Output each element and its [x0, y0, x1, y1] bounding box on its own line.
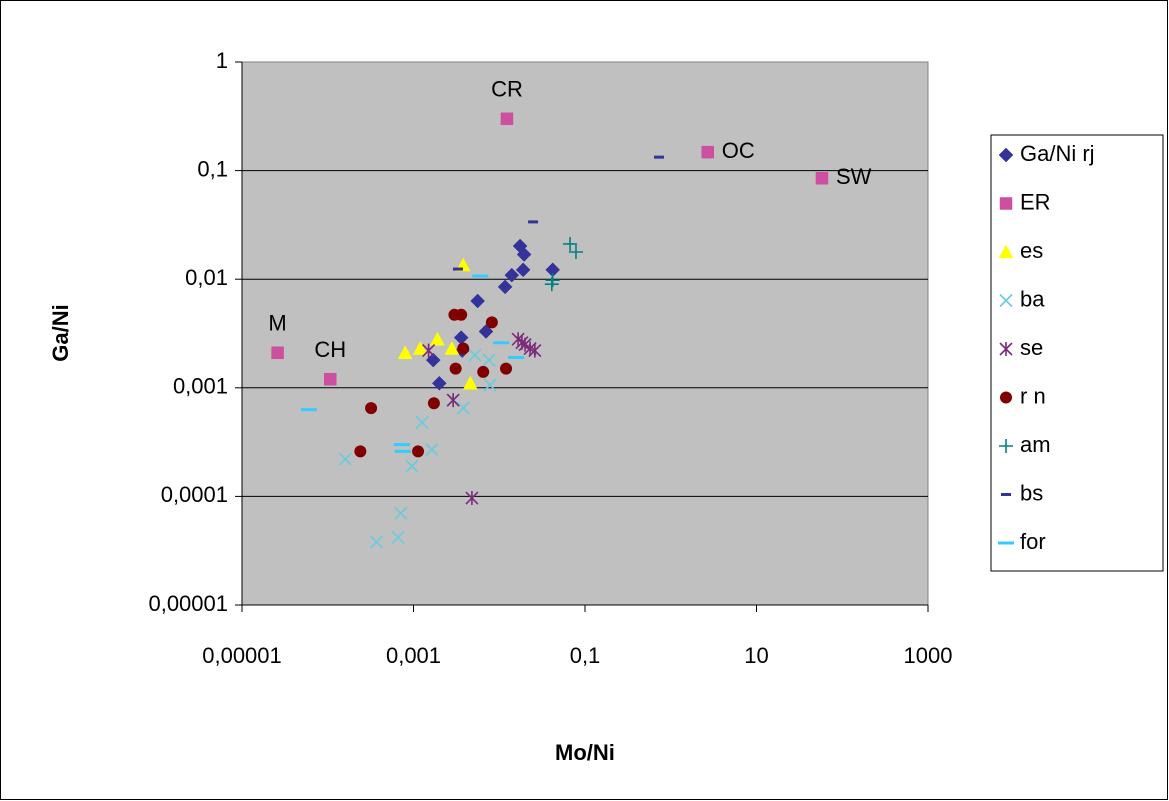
point	[449, 362, 462, 375]
y-tick-label: 0,1	[197, 156, 228, 181]
point	[470, 293, 486, 309]
point	[465, 491, 479, 506]
point	[500, 362, 513, 375]
point-label: CH	[314, 337, 346, 362]
point	[324, 372, 337, 386]
point	[701, 145, 714, 159]
point	[457, 342, 470, 355]
legend-box	[990, 134, 1164, 572]
point	[456, 401, 470, 415]
point	[415, 415, 429, 429]
point	[815, 172, 829, 185]
point	[468, 348, 482, 362]
legend-label: ba	[1020, 286, 1045, 311]
legend-marker	[998, 147, 1014, 163]
legend-label: se	[1020, 335, 1043, 360]
legend-marker	[999, 439, 1013, 453]
legend-marker	[1000, 391, 1012, 404]
point	[431, 375, 447, 391]
legend-label: ER	[1020, 189, 1051, 214]
point	[516, 247, 532, 262]
point	[515, 335, 529, 350]
point	[425, 442, 439, 457]
legend-label: r n	[1020, 383, 1046, 408]
point-label: CR	[491, 77, 523, 102]
point	[394, 506, 408, 520]
point	[448, 308, 461, 321]
point	[482, 353, 496, 367]
point	[446, 393, 460, 408]
legend-marker	[999, 197, 1013, 210]
legend-marker	[999, 293, 1013, 308]
point	[422, 343, 436, 358]
point	[271, 346, 284, 360]
x-tick-label: 0,1	[570, 643, 601, 668]
point	[444, 340, 460, 355]
point	[391, 530, 405, 544]
point	[515, 262, 531, 278]
point	[477, 365, 490, 378]
point-label: OC	[722, 138, 755, 163]
point	[504, 267, 520, 283]
x-tick-label: 10	[744, 643, 768, 668]
y-tick-label: 0,01	[185, 265, 228, 290]
point	[545, 273, 560, 288]
point	[338, 452, 352, 466]
point	[425, 352, 441, 368]
y-tick-label: 0,0001	[161, 482, 228, 507]
point	[427, 397, 440, 410]
legend-label: am	[1020, 432, 1051, 457]
legend-label: Ga/Ni rj	[1020, 141, 1095, 166]
y-tick-label: 0,00001	[148, 591, 228, 616]
point	[412, 340, 428, 355]
point	[405, 459, 419, 473]
point	[412, 445, 425, 458]
point	[497, 279, 513, 295]
point	[354, 445, 367, 458]
point-label: SW	[836, 164, 872, 189]
point	[369, 535, 384, 549]
legend-label: for	[1020, 529, 1046, 554]
point	[429, 331, 445, 346]
y-tick-label: 0,001	[173, 374, 228, 399]
point	[462, 375, 478, 390]
y-axis-title: Ga/Ni	[48, 304, 73, 361]
point-label: M	[268, 311, 286, 336]
legend-marker	[999, 342, 1013, 356]
point	[568, 245, 583, 260]
point	[397, 345, 413, 360]
legend-label: bs	[1020, 480, 1043, 505]
point	[528, 343, 542, 358]
legend-label: es	[1020, 238, 1043, 263]
x-tick-label: 1000	[904, 643, 953, 668]
point	[500, 112, 514, 126]
x-tick-label: 0,001	[386, 643, 441, 668]
x-axis-title: Mo/Ni	[555, 740, 615, 765]
point	[365, 402, 378, 415]
point	[563, 236, 578, 251]
point	[478, 324, 494, 339]
plot-area	[241, 61, 929, 606]
point	[483, 378, 497, 392]
point	[485, 316, 498, 329]
legend-marker	[998, 244, 1014, 259]
x-tick-label: 0,00001	[202, 643, 282, 668]
y-tick-label: 1	[216, 48, 228, 73]
